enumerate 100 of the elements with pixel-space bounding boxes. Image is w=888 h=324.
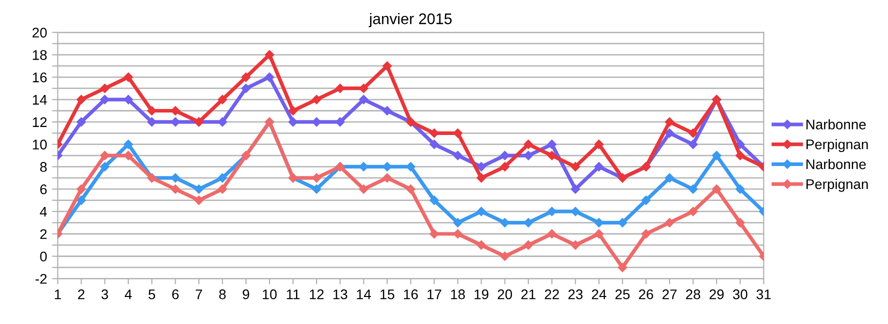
point (218, 117, 228, 127)
point (170, 117, 180, 127)
point (335, 117, 345, 127)
point (218, 173, 228, 183)
point (170, 106, 180, 116)
point (547, 140, 557, 149)
point (218, 94, 228, 104)
y-tick-label: 20 (32, 28, 47, 38)
x-tick-label: 21 (521, 289, 536, 300)
point (194, 184, 204, 194)
point (618, 262, 628, 272)
point (500, 150, 510, 160)
point (594, 229, 604, 238)
point (524, 240, 533, 250)
point (124, 72, 133, 82)
point (359, 94, 368, 104)
point (594, 218, 604, 228)
point (688, 140, 698, 149)
x-tick-label: 2 (78, 289, 84, 300)
point (664, 173, 674, 183)
x-tick-label: 15 (380, 290, 394, 300)
point (359, 184, 368, 194)
point (688, 128, 698, 138)
legend-label: Perpignan (806, 139, 868, 152)
point (476, 206, 486, 216)
x-tick-label: 29 (710, 289, 724, 300)
point (218, 184, 228, 194)
x-tick-label: 27 (662, 289, 677, 300)
point (476, 173, 486, 183)
x-tick-label: 13 (333, 289, 348, 300)
x-tick-label: 24 (592, 289, 606, 300)
point (712, 150, 722, 160)
x-tick-label: 16 (404, 289, 418, 300)
x-tick-label: 18 (451, 289, 465, 300)
y-tick-label: 10 (32, 140, 47, 150)
point (100, 94, 110, 104)
point (76, 184, 86, 194)
point (241, 72, 251, 82)
point (264, 50, 274, 60)
point (594, 140, 604, 149)
point (453, 150, 462, 160)
x-tick-label: 17 (428, 290, 442, 300)
point (76, 117, 86, 127)
legend-label: Perpignan (806, 178, 868, 192)
point (312, 173, 322, 183)
point (618, 218, 628, 228)
legend-label: Narbonne (806, 119, 866, 130)
point (124, 94, 133, 104)
point (570, 206, 580, 216)
y-tick-label: 2 (40, 229, 47, 239)
point (170, 184, 180, 194)
point (736, 184, 745, 194)
x-tick-label: 9 (242, 289, 250, 300)
point (382, 173, 392, 183)
legend-label: Narbonne (806, 158, 866, 170)
point (312, 117, 322, 127)
point (382, 106, 392, 116)
point (406, 184, 416, 194)
x-tick-label: 11 (286, 290, 300, 300)
point (76, 94, 86, 104)
point (736, 150, 745, 160)
x-tick-label: 19 (474, 289, 488, 300)
x-tick-label: 3 (101, 289, 108, 300)
point (594, 162, 604, 172)
point (570, 162, 580, 172)
x-tick-label: 14 (356, 290, 371, 300)
x-tick-label: 5 (148, 290, 156, 300)
y-tick-label: 18 (32, 50, 47, 60)
y-tick-label: 14 (32, 95, 47, 105)
x-tick-label: 12 (310, 289, 324, 300)
point (570, 184, 580, 194)
point (288, 106, 298, 116)
point (430, 140, 439, 149)
point (688, 206, 698, 216)
point (664, 128, 674, 138)
point (288, 117, 298, 127)
point (100, 84, 110, 93)
y-tick-label: -2 (36, 274, 47, 284)
y-tick-label: 8 (40, 162, 47, 172)
point (194, 196, 204, 205)
y-tick-label: 12 (32, 117, 47, 127)
x-tick-label: 31 (756, 289, 771, 300)
y-tick-label: 16 (32, 72, 47, 82)
point (453, 218, 462, 228)
point (312, 184, 322, 194)
point (500, 252, 510, 261)
point (664, 218, 674, 228)
point (547, 206, 557, 216)
point (570, 240, 580, 250)
point (170, 173, 180, 183)
y-tick-label: 6 (40, 184, 47, 194)
point (712, 184, 722, 194)
x-tick-label: 20 (498, 289, 512, 300)
x-tick-label: 4 (124, 290, 132, 300)
point (430, 196, 439, 205)
x-tick-label: 8 (219, 289, 226, 300)
x-tick-label: 25 (615, 289, 630, 300)
point (736, 140, 745, 149)
chart-title: janvier 2015 (368, 12, 452, 28)
point (147, 117, 156, 127)
